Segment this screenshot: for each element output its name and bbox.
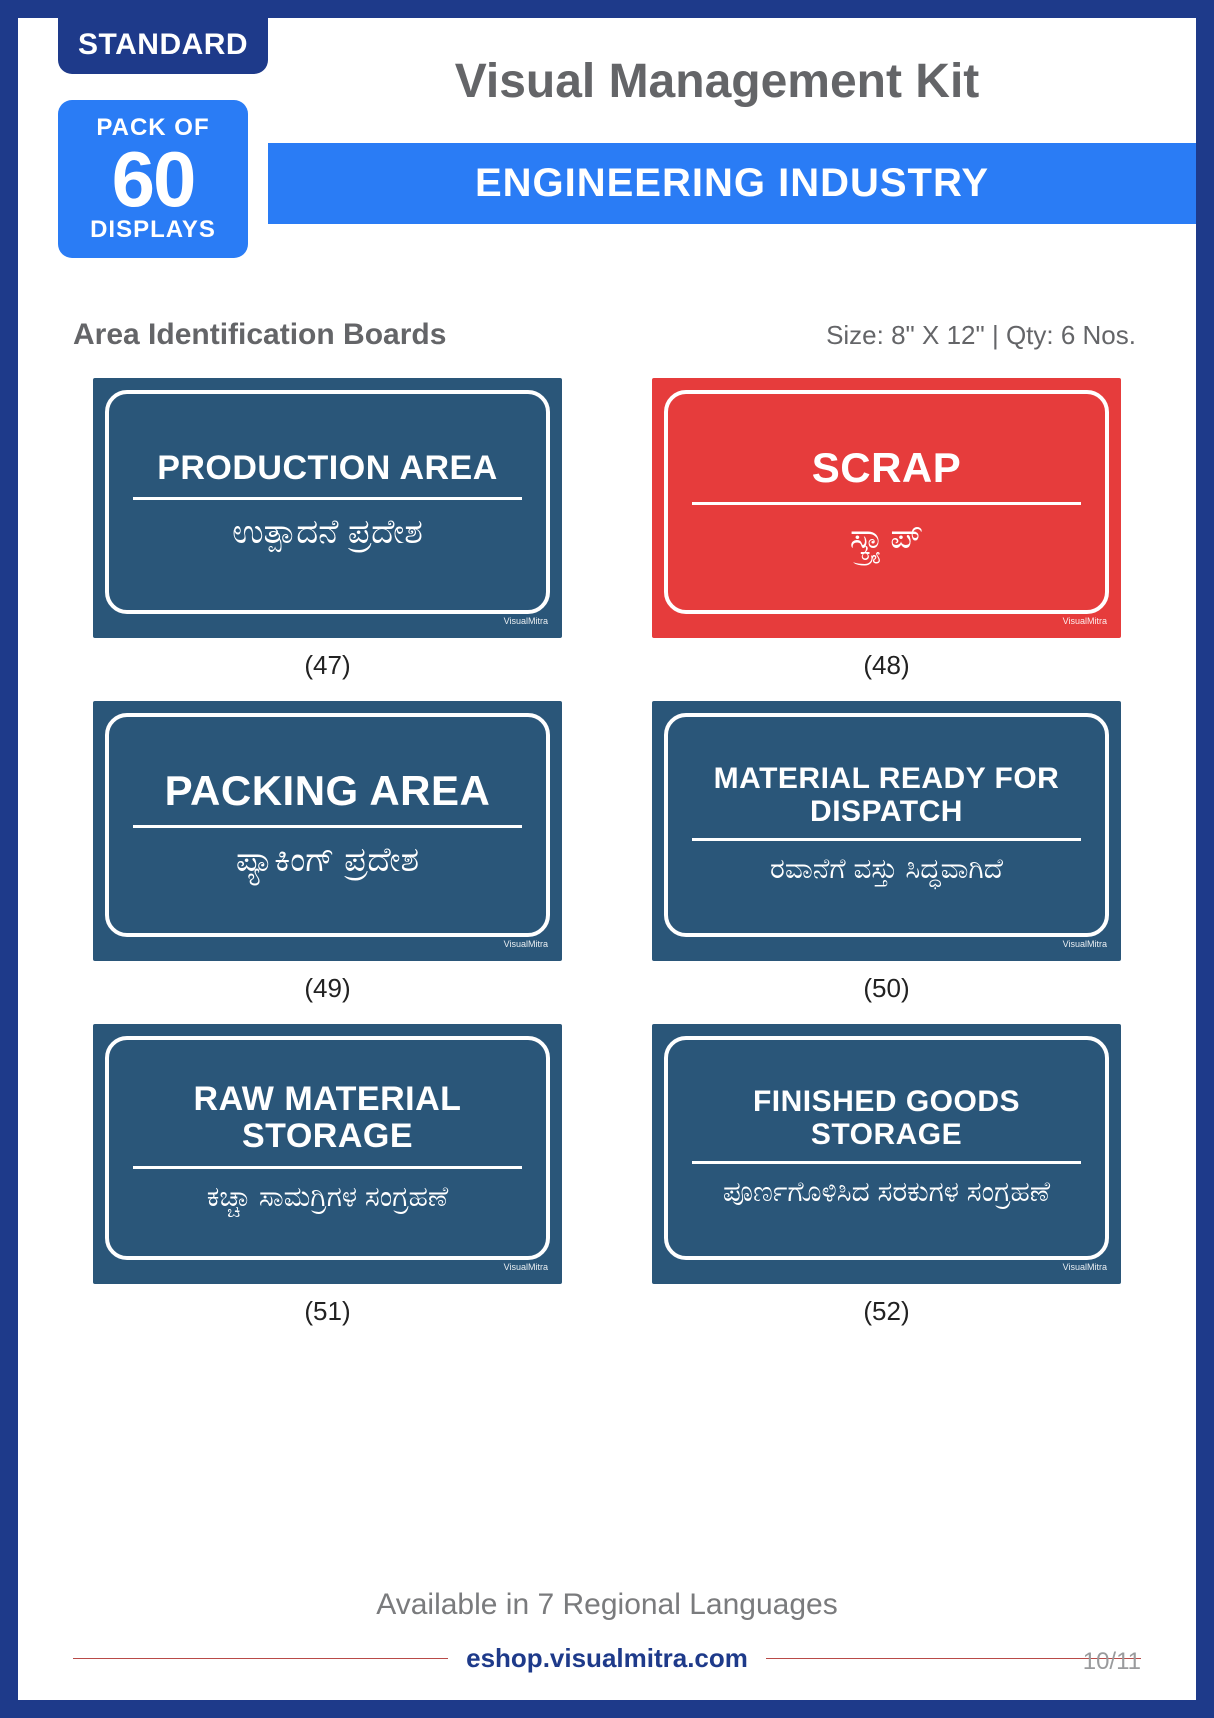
board-local-label: ಪ್ಯಾಕಿಂಗ್ ಪ್ರದೇಶ: [125, 828, 530, 882]
board-inner: MATERIAL READY FOR DISPATCHರವಾನೆಗೆ ವಸ್ತು…: [664, 713, 1109, 937]
section-meta: Size: 8" X 12" | Qty: 6 Nos.: [826, 320, 1136, 351]
board: FINISHED GOODS STORAGEಪೂರ್ಣಗೊಳಿಸಿದ ಸರಕುಗ…: [652, 1024, 1121, 1284]
board-footer: VisualMitra: [664, 939, 1109, 949]
footer-line-left: [73, 1658, 448, 1659]
board-footer: VisualMitra: [105, 939, 550, 949]
board-cell: FINISHED GOODS STORAGEಪೂರ್ಣಗೊಳಿಸಿದ ಸರಕುಗ…: [652, 1024, 1121, 1327]
industry-banner: ENGINEERING INDUSTRY: [268, 143, 1196, 224]
standard-badge: STANDARD: [58, 18, 268, 74]
catalog-page: STANDARD PACK OF 60 DISPLAYS Visual Mana…: [0, 0, 1214, 1718]
board-inner: PRODUCTION AREAಉತ್ಪಾದನೆ ಪ್ರದೇಶ: [105, 390, 550, 614]
boards-grid: PRODUCTION AREAಉತ್ಪಾದನೆ ಪ್ರದೇಶ VisualMitr…: [93, 378, 1121, 1327]
board-local-label: ಪೂರ್ಣಗೊಳಿಸಿದ ಸರಕುಗಳ ಸಂಗ್ರಹಣೆ: [684, 1164, 1089, 1210]
qty-value: 6 Nos.: [1061, 320, 1136, 350]
board-inner: RAW MATERIAL STORAGEಕಚ್ಚಾ ಸಾಮಗ್ರಿಗಳ ಸಂಗ್…: [105, 1036, 550, 1260]
board-number: (51): [93, 1296, 562, 1327]
board-english-label: FINISHED GOODS STORAGE: [684, 1085, 1089, 1161]
board-number: (47): [93, 650, 562, 681]
board: PRODUCTION AREAಉತ್ಪಾದನೆ ಪ್ರದೇಶ VisualMitr…: [93, 378, 562, 638]
board-local-label: ಕಚ್ಚಾ ಸಾಮಗ್ರಿಗಳ ಸಂಗ್ರಹಣೆ: [125, 1169, 530, 1215]
pack-badge: PACK OF 60 DISPLAYS: [58, 100, 248, 258]
board-number: (52): [652, 1296, 1121, 1327]
size-value: 8" X 12": [891, 320, 985, 350]
board-local-label: ಸ್ಕ್ರ್ಯಾಪ್: [684, 505, 1089, 559]
board-english-label: RAW MATERIAL STORAGE: [125, 1081, 530, 1166]
board: PACKING AREAಪ್ಯಾಕಿಂಗ್ ಪ್ರದೇಶ VisualMitra: [93, 701, 562, 961]
board-inner: SCRAPಸ್ಕ್ರ್ಯಾಪ್: [664, 390, 1109, 614]
board-number: (49): [93, 973, 562, 1004]
board-inner: FINISHED GOODS STORAGEಪೂರ್ಣಗೊಳಿಸಿದ ಸರಕುಗ…: [664, 1036, 1109, 1260]
page-footer: eshop.visualmitra.com 10/11: [73, 1643, 1141, 1674]
qty-label: Qty:: [1006, 320, 1061, 350]
board-english-label: SCRAP: [684, 445, 1089, 501]
section-header: Area Identification Boards Size: 8" X 12…: [73, 318, 1136, 352]
board-cell: MATERIAL READY FOR DISPATCHರವಾನೆಗೆ ವಸ್ತು…: [652, 701, 1121, 1004]
page-title: Visual Management Kit: [278, 54, 1156, 109]
board-english-label: PACKING AREA: [125, 768, 530, 824]
board-cell: SCRAPಸ್ಕ್ರ್ಯಾಪ್ VisualMitra (48): [652, 378, 1121, 681]
availability-note: Available in 7 Regional Languages: [18, 1588, 1196, 1622]
board-english-label: MATERIAL READY FOR DISPATCH: [684, 762, 1089, 838]
board-footer: VisualMitra: [664, 616, 1109, 626]
board: RAW MATERIAL STORAGEಕಚ್ಚಾ ಸಾಮಗ್ರಿಗಳ ಸಂಗ್…: [93, 1024, 562, 1284]
board-footer: VisualMitra: [105, 616, 550, 626]
board: SCRAPಸ್ಕ್ರ್ಯಾಪ್ VisualMitra: [652, 378, 1121, 638]
board-local-label: ರವಾನೆಗೆ ವಸ್ತು ಸಿದ್ಧವಾಗಿದೆ: [684, 841, 1089, 887]
board-number: (50): [652, 973, 1121, 1004]
board-footer: VisualMitra: [664, 1262, 1109, 1272]
board-cell: RAW MATERIAL STORAGEಕಚ್ಚಾ ಸಾಮಗ್ರಿಗಳ ಸಂಗ್…: [93, 1024, 562, 1327]
board-inner: PACKING AREAಪ್ಯಾಕಿಂಗ್ ಪ್ರದೇಶ: [105, 713, 550, 937]
board-local-label: ಉತ್ಪಾದನೆ ಪ್ರದೇಶ: [125, 500, 530, 554]
board-english-label: PRODUCTION AREA: [125, 450, 530, 497]
board-number: (48): [652, 650, 1121, 681]
board-footer: VisualMitra: [105, 1262, 550, 1272]
board-cell: PACKING AREAಪ್ಯಾಕಿಂಗ್ ಪ್ರದೇಶ VisualMitra (…: [93, 701, 562, 1004]
pack-number: 60: [80, 142, 226, 216]
displays-label: DISPLAYS: [80, 216, 226, 244]
board-cell: PRODUCTION AREAಉತ್ಪಾದನೆ ಪ್ರದೇಶ VisualMitr…: [93, 378, 562, 681]
meta-sep: |: [985, 320, 1006, 350]
board: MATERIAL READY FOR DISPATCHರವಾನೆಗೆ ವಸ್ತು…: [652, 701, 1121, 961]
footer-url: eshop.visualmitra.com: [466, 1643, 748, 1674]
section-title: Area Identification Boards: [73, 318, 446, 352]
page-number: 10/11: [1083, 1648, 1141, 1676]
size-label: Size:: [826, 320, 891, 350]
